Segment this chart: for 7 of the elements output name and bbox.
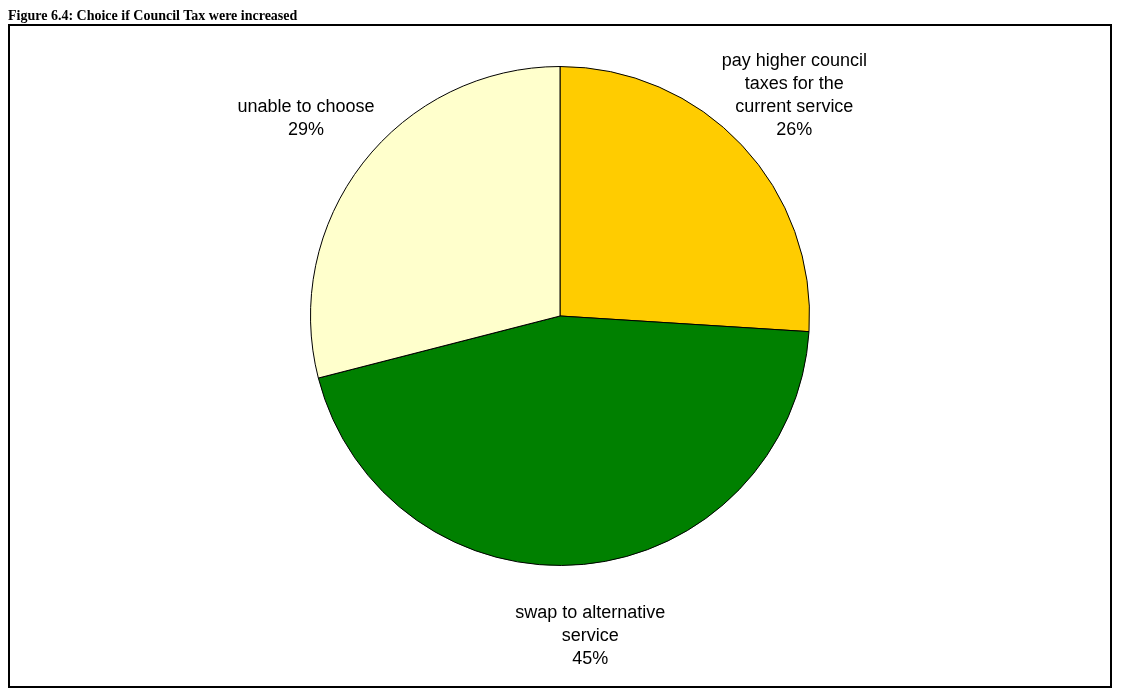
slice-label: pay higher council taxes for the current service: [721, 50, 867, 117]
data-label: 29%: [287, 119, 324, 140]
data-label: 45%: [572, 648, 609, 669]
data-label: 26%: [776, 119, 813, 140]
slice-label: swap to alternative service: [515, 602, 666, 646]
slice-label: unable to choose: [237, 96, 375, 117]
chart-title: Figure 6.4: Choice if Council Tax were increased: [8, 8, 299, 24]
